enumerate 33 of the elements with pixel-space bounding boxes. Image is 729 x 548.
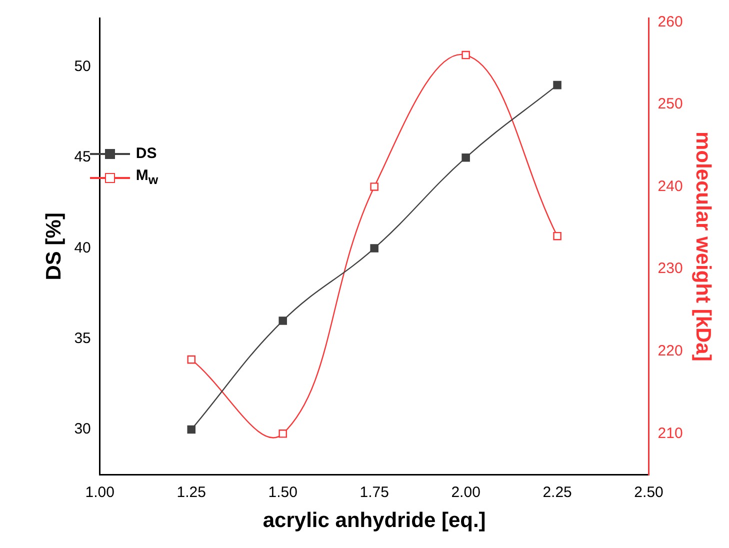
point bbox=[462, 50, 470, 60]
point bbox=[370, 244, 378, 252]
y2-tick-label: 260 bbox=[658, 13, 683, 30]
y-tick-label: 40 bbox=[74, 239, 91, 256]
y2-tick-label: 220 bbox=[658, 342, 683, 360]
y2-tick-label: 250 bbox=[658, 96, 683, 113]
point bbox=[187, 425, 196, 434]
y2-tick-label: 230 bbox=[658, 260, 683, 278]
point bbox=[462, 153, 470, 162]
y-tick-label: 30 bbox=[74, 420, 91, 438]
y2-tick-label: 240 bbox=[658, 178, 683, 195]
x-tick-label: 1.25 bbox=[176, 484, 206, 501]
y-tick-label: 45 bbox=[74, 148, 91, 166]
point bbox=[278, 316, 287, 325]
x-tick-label: 1.75 bbox=[360, 484, 389, 501]
x-axis-title: acrylic anhydride [eq.] bbox=[262, 509, 486, 532]
point bbox=[553, 232, 562, 240]
y-tick-label: 50 bbox=[74, 58, 91, 76]
x-tick-label: 2.25 bbox=[542, 484, 572, 501]
point bbox=[187, 355, 196, 364]
x-tick-label: 1.00 bbox=[85, 484, 114, 501]
x-tick-label: 1.50 bbox=[268, 484, 298, 501]
x-tick-label: 2.50 bbox=[634, 484, 664, 501]
x-tick-label: 2.00 bbox=[451, 484, 480, 501]
legend-label: M$_{w}$ bbox=[136, 166, 158, 189]
legend-label: DS bbox=[136, 144, 157, 164]
y2-tick-label: 210 bbox=[658, 424, 683, 442]
y-axis-title: DS [%] bbox=[42, 212, 66, 280]
point bbox=[370, 182, 378, 191]
point bbox=[553, 80, 562, 90]
y2-axis-title: molecular weight [kDa] bbox=[692, 131, 715, 362]
y-tick-label: 35 bbox=[74, 330, 91, 347]
point bbox=[278, 430, 287, 438]
